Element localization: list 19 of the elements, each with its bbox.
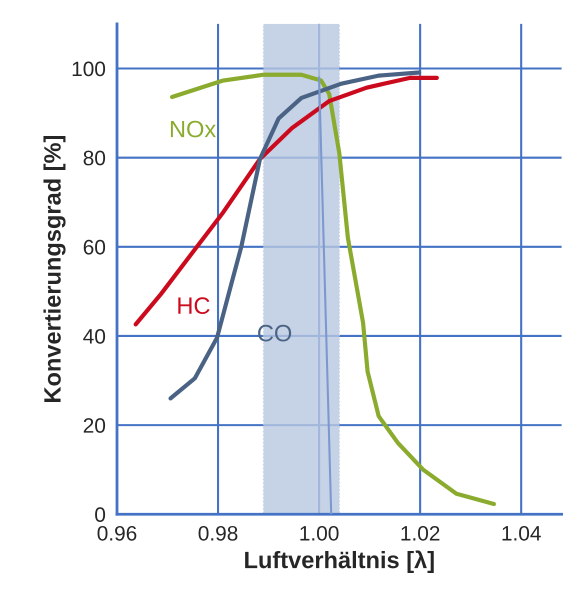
x-tick-label: 1.02: [401, 526, 440, 541]
y-axis-title: Konvertierungsgrad [%]: [43, 136, 66, 402]
series-label: HC: [178, 297, 210, 314]
y-tick-label: 40: [83, 328, 106, 344]
y-tick-label: 20: [84, 418, 106, 433]
x-tick-label: 0.96: [98, 526, 136, 541]
series-label: NOx: [170, 120, 216, 138]
y-tick-label: 100: [72, 62, 106, 76]
line-series: [170, 72, 496, 506]
line-series: [168, 70, 422, 400]
y-tick-label: 80: [84, 150, 106, 166]
x-axis-title: Luftverhältnis [λ]: [245, 550, 434, 573]
line-series: [134, 76, 439, 326]
y-tick-label: 0: [95, 507, 106, 522]
series-label: CO: [258, 324, 292, 342]
x-tick-label: 0.98: [198, 526, 238, 541]
x-tick-label: 1.04: [502, 526, 541, 541]
y-tick-label: 60: [84, 240, 106, 255]
x-tick-label: 1.00: [300, 526, 339, 541]
